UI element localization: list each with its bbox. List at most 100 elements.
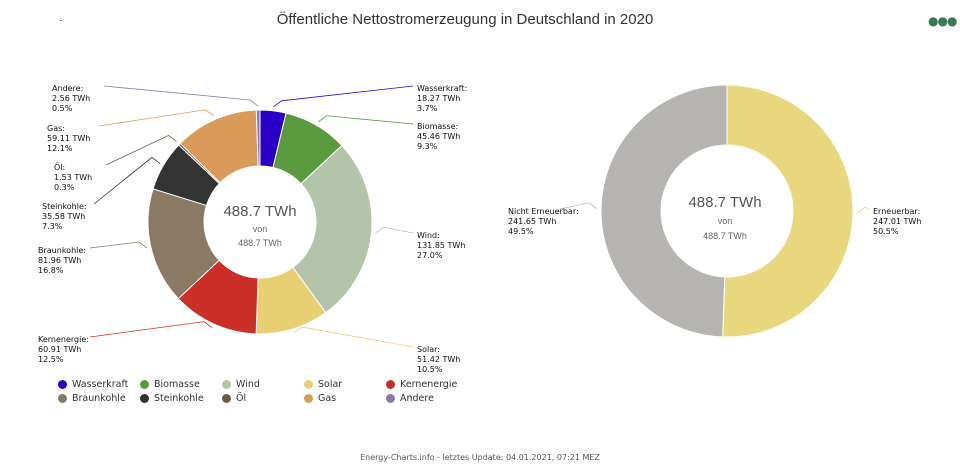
legend-item[interactable]: Biomasse [140, 379, 222, 390]
data-label-value-text: 241.65 TWh [508, 217, 557, 226]
data-label-value-text: 35.58 TWh [42, 212, 86, 221]
connector-line [103, 85, 259, 107]
data-label-label: Gas: [47, 124, 65, 133]
legend-label: Andere [400, 393, 434, 404]
data-label-percent-text: 12.5% [38, 355, 64, 364]
data-label-label: Wasserkraft: [417, 84, 468, 93]
data-label-label: Nicht Erneuerbar: [508, 207, 579, 216]
data-label-percent-text: 0.3% [54, 183, 75, 192]
data-label-percent-text: 0.5% [52, 104, 73, 113]
legend-item[interactable]: Braunkohle [58, 393, 140, 404]
data-label: Gas: 59.11 TWh 12.1% [47, 124, 90, 154]
legend-swatch [58, 394, 67, 403]
legend-label: Kernenergie [400, 379, 458, 390]
data-label-value-text: 247.01 TWh [873, 217, 922, 226]
decorative-dot [60, 20, 62, 21]
data-label: Solar: 51.42 TWh 10.5% [417, 345, 460, 375]
legend-swatch [304, 380, 313, 389]
data-label-label: Steinkohle: [42, 202, 87, 211]
legend-item[interactable]: Kernenergie [386, 379, 476, 390]
data-label: Andere: 2.56 TWh 0.5% [52, 84, 90, 114]
legend-item[interactable]: Öl [222, 393, 304, 404]
data-label: Braunkohle: 81.96 TWh 16.8% [38, 246, 86, 276]
data-label-label: Braunkohle: [38, 246, 86, 255]
data-label-percent-text: 9.3% [417, 142, 438, 151]
legend-label: Solar [318, 379, 343, 390]
legend: Wasserkraft Biomasse Wind Solar Kernenergie B… [58, 379, 476, 404]
connector-line [375, 226, 414, 234]
data-label-percent-text: 12.1% [47, 144, 73, 153]
connector-line [93, 156, 161, 205]
data-label-percent-text: 50.5% [873, 227, 899, 236]
data-label-value-text: 2.56 TWh [52, 94, 91, 103]
legend-label: Braunkohle [72, 393, 126, 404]
slice-wind[interactable] [292, 144, 373, 314]
legend-item[interactable]: Wind [222, 379, 304, 390]
data-label-label: Solar: [417, 345, 440, 354]
data-label: Steinkohle: 35.58 TWh 7.3% [42, 202, 87, 232]
legend-swatch [386, 380, 395, 389]
legend-label: Steinkohle [154, 393, 204, 404]
data-label-label: Öl: [54, 163, 66, 172]
data-label-label: Biomasse: [417, 122, 459, 131]
connector-line [559, 202, 598, 210]
connector-line [273, 85, 414, 108]
data-label-label: Andere: [52, 84, 84, 93]
data-label-value-text: 18.27 TWh [417, 94, 461, 103]
right-center-total: 488.7 TWh [703, 231, 747, 241]
data-label-value-text: 51.42 TWh [417, 355, 461, 364]
connector-line [89, 241, 148, 249]
legend-label: Biomasse [154, 379, 200, 390]
three-dots-icon[interactable]: ●●● [928, 14, 957, 28]
data-label-percent-text: 3.7% [417, 104, 438, 113]
right-center-value: 488.7 TWh [688, 194, 762, 211]
legend-item[interactable]: Steinkohle [140, 393, 222, 404]
chart-title: Öffentliche Nettostromerzeugung in Deuts… [276, 11, 654, 28]
data-label-value-text: 81.96 TWh [38, 256, 82, 265]
slice-erneuerbar[interactable] [722, 84, 854, 338]
data-label-label: Wind: [417, 231, 440, 240]
left-center-of: von [252, 224, 268, 234]
legend-swatch [58, 380, 67, 389]
connector-line [293, 326, 414, 348]
right-center-of: von [717, 216, 733, 226]
data-label-percent-text: 16.8% [38, 266, 64, 275]
connector-line [98, 109, 214, 127]
left-center-total: 488.7 TWh [238, 238, 282, 248]
legend-swatch [140, 380, 149, 389]
legend-label: Wind [236, 379, 260, 390]
data-label: Erneuerbar: 247.01 TWh 50.5% [873, 207, 921, 237]
legend-item[interactable]: Gas [304, 393, 386, 404]
left-center-value: 488.7 TWh [223, 203, 297, 220]
connector-line [105, 134, 177, 166]
slice-andere[interactable] [255, 109, 261, 167]
connector-line [318, 115, 414, 125]
slice-nicht-erneuerbar[interactable] [600, 84, 728, 338]
data-label-value-text: 45.46 TWh [417, 132, 461, 141]
data-label-percent-text: 49.5% [508, 227, 534, 236]
legend-item[interactable]: Solar [304, 379, 386, 390]
legend-swatch [222, 394, 231, 403]
data-label-value-text: 131.85 TWh [417, 241, 466, 250]
footer-credit: Energy-Charts.info - letztes Update: 04.… [360, 453, 600, 462]
data-label-percent-text: 7.3% [42, 222, 63, 231]
data-label: Biomasse: 45.46 TWh 9.3% [417, 122, 460, 152]
data-label: Wasserkraft: 18.27 TWh 3.7% [417, 84, 467, 114]
data-label: Öl: 1.53 TWh 0.3% [54, 163, 92, 193]
connector-line [856, 206, 870, 214]
data-label: Kernenergie: 60.91 TWh 12.5% [38, 335, 89, 365]
legend-label: Öl [236, 393, 247, 404]
data-label-percent-text: 27.0% [417, 251, 443, 260]
data-label: Nicht Erneuerbar: 241.65 TWh 49.5% [508, 207, 579, 237]
legend-swatch [140, 394, 149, 403]
legend-item[interactable]: Andere [386, 393, 476, 404]
legend-swatch [304, 394, 313, 403]
data-label-value-text: 1.53 TWh [54, 173, 93, 182]
legend-swatch [386, 394, 395, 403]
data-label: Wind: 131.85 TWh 27.0% [417, 231, 465, 261]
data-label-label: Erneuerbar: [873, 207, 921, 216]
data-label-percent-text: 10.5% [417, 365, 443, 374]
legend-item[interactable]: Wasserkraft [58, 379, 140, 390]
